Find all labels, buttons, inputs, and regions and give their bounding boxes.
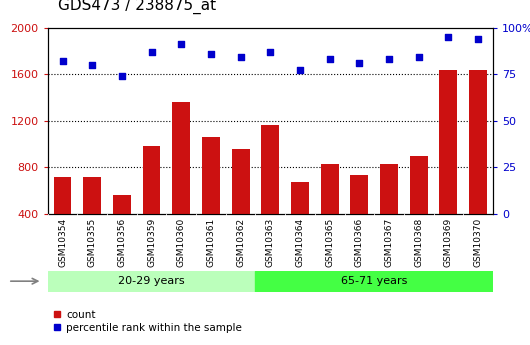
- Bar: [439, 69, 457, 214]
- Text: GSM10354: GSM10354: [58, 218, 67, 267]
- Point: [177, 42, 186, 47]
- Text: GSM10367: GSM10367: [385, 218, 393, 267]
- Point: [474, 36, 482, 41]
- Bar: [54, 177, 72, 214]
- Text: GSM10364: GSM10364: [296, 218, 304, 267]
- Text: GSM10368: GSM10368: [414, 218, 423, 267]
- Point: [266, 49, 275, 55]
- Bar: [380, 164, 398, 214]
- Bar: [410, 156, 428, 214]
- Point: [58, 58, 67, 64]
- Point: [325, 57, 334, 62]
- Bar: [202, 137, 220, 214]
- Text: GSM10363: GSM10363: [266, 218, 275, 267]
- Text: GSM10355: GSM10355: [88, 218, 96, 267]
- Bar: [48, 271, 255, 292]
- Bar: [143, 146, 161, 214]
- Point: [444, 34, 453, 40]
- Point: [385, 57, 393, 62]
- Point: [355, 60, 364, 66]
- Point: [236, 55, 245, 60]
- Point: [147, 49, 156, 55]
- Point: [414, 55, 423, 60]
- Point: [296, 68, 304, 73]
- Bar: [83, 177, 101, 214]
- Text: GSM10366: GSM10366: [355, 218, 364, 267]
- Bar: [172, 102, 190, 214]
- Text: GSM10365: GSM10365: [325, 218, 334, 267]
- Text: 20-29 years: 20-29 years: [118, 276, 185, 286]
- Text: 65-71 years: 65-71 years: [341, 276, 408, 286]
- Point: [88, 62, 96, 68]
- Bar: [255, 271, 493, 292]
- Text: GDS473 / 238875_at: GDS473 / 238875_at: [58, 0, 216, 14]
- Bar: [350, 176, 368, 214]
- Text: GSM10360: GSM10360: [177, 218, 186, 267]
- Text: GSM10369: GSM10369: [444, 218, 453, 267]
- Legend: count, percentile rank within the sample: count, percentile rank within the sample: [53, 310, 242, 333]
- Bar: [261, 125, 279, 214]
- Bar: [232, 149, 250, 214]
- Bar: [113, 195, 131, 214]
- Text: GSM10370: GSM10370: [474, 218, 482, 267]
- Text: GSM10361: GSM10361: [207, 218, 215, 267]
- Text: GSM10362: GSM10362: [236, 218, 245, 267]
- Point: [118, 73, 126, 79]
- Text: GSM10359: GSM10359: [147, 218, 156, 267]
- Text: GSM10356: GSM10356: [118, 218, 126, 267]
- Point: [207, 51, 215, 57]
- Bar: [321, 164, 339, 214]
- Bar: [469, 69, 487, 214]
- Bar: [291, 183, 309, 214]
